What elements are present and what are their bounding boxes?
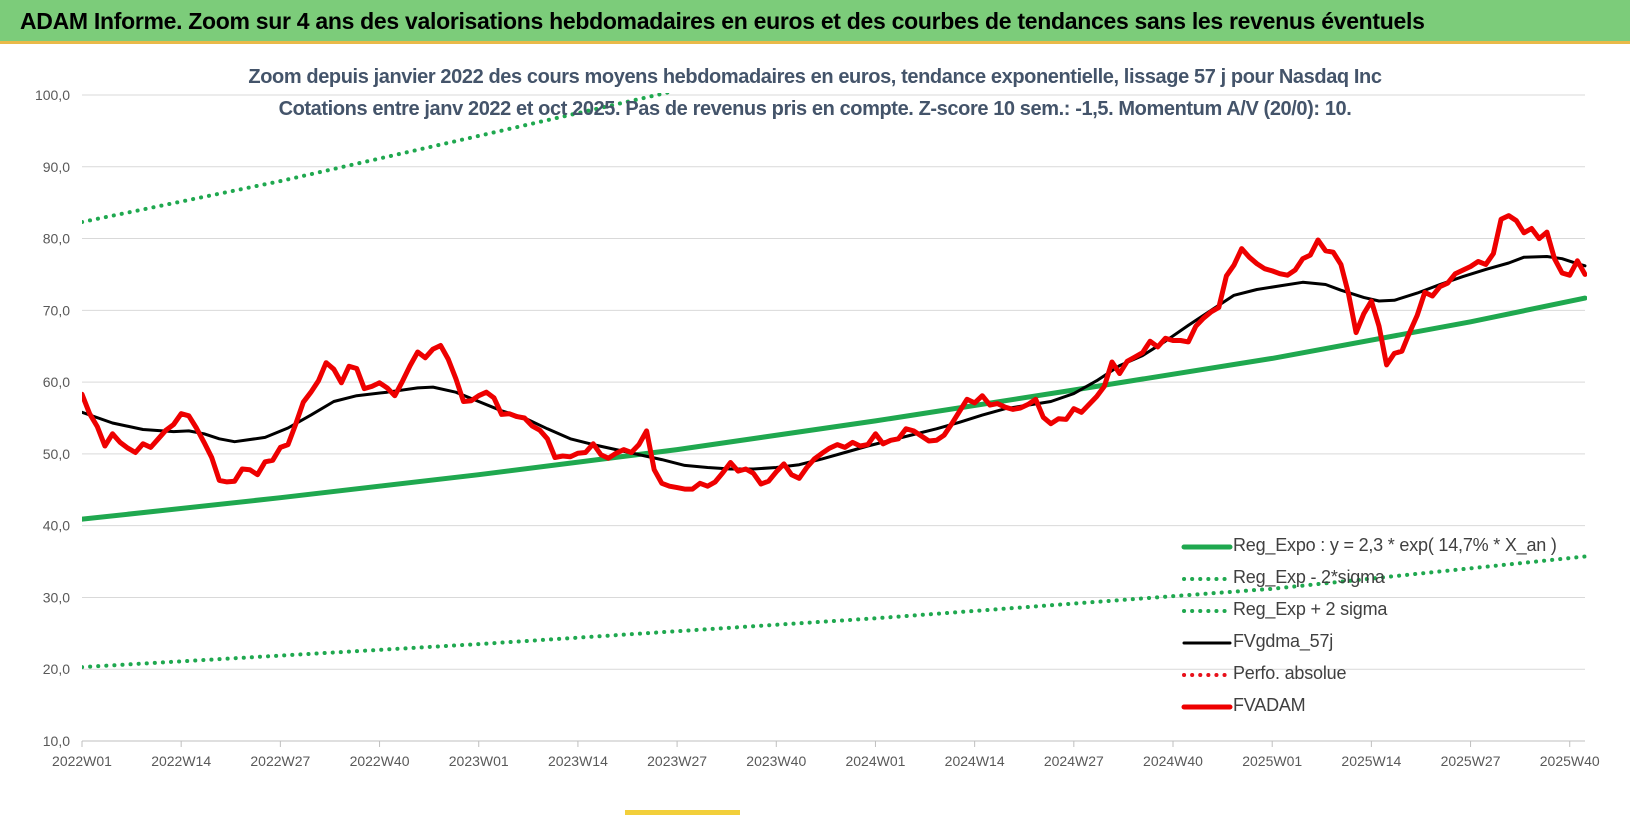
x-tick-label: 2025W40 (1540, 753, 1600, 769)
series-line-3 (82, 255, 1587, 471)
y-tick-label: 80,0 (43, 231, 70, 247)
plot-area (82, 93, 1587, 670)
bottom-accent-bar (625, 810, 740, 815)
x-tick-label: 2024W40 (1143, 753, 1203, 769)
series-line-1 (82, 554, 1587, 670)
legend-label: Reg_Exp + 2 sigma (1233, 599, 1388, 619)
x-tick-label: 2023W14 (548, 753, 608, 769)
x-tick-label: 2022W14 (151, 753, 211, 769)
legend: Reg_Expo : y = 2,3 * exp( 14,7% * X_an )… (1180, 532, 1600, 724)
y-tick-label: 30,0 (43, 589, 70, 605)
legend-label: FVADAM (1233, 695, 1306, 715)
series-line-5 (82, 213, 1587, 492)
legend-item: FVADAM (1180, 692, 1600, 724)
x-tick-label: 2022W40 (350, 753, 410, 769)
y-tick-label: 40,0 (43, 518, 70, 534)
y-tick-label: 70,0 (43, 302, 70, 318)
legend-swatch (1181, 544, 1233, 550)
x-tick-label: 2024W01 (845, 753, 905, 769)
legend-label: Reg_Expo : y = 2,3 * exp( 14,7% * X_an ) (1233, 535, 1557, 555)
chart-subtitle: Cotations entre janv 2022 et oct 2025. P… (278, 98, 1352, 120)
legend-swatch (1182, 577, 1232, 581)
y-tick-label: 50,0 (43, 446, 70, 462)
y-tick-label: 100,0 (35, 87, 70, 103)
legend-item: FVgdma_57j (1180, 628, 1600, 660)
x-axis-ticks: 2022W01 2022W14 2022W27 2022W40 2023W01 2023W… (52, 741, 1600, 769)
gridlines (82, 94, 1585, 742)
x-tick-label: 2024W14 (945, 753, 1005, 769)
x-tick-label: 2023W27 (647, 753, 707, 769)
legend-item: Reg_Exp + 2 sigma (1180, 596, 1600, 628)
y-tick-label: 60,0 (43, 374, 70, 390)
series-line-0 (82, 295, 1587, 522)
x-tick-label: 2025W01 (1242, 753, 1302, 769)
x-tick-label: 2022W01 (52, 753, 112, 769)
y-axis-ticks: 10,0 20,0 30,0 40,0 50,0 60,0 70,0 80,0 90,0 100,… (35, 87, 70, 749)
y-tick-label: 20,0 (43, 661, 70, 677)
chart-title: Zoom depuis janvier 2022 des cours moyen… (248, 66, 1382, 88)
chart-area: 10,0 20,0 30,0 40,0 50,0 60,0 70,0 80,0 90,0 100,… (0, 44, 1630, 815)
legend-item: Perfo. absolue (1180, 660, 1600, 692)
legend-swatch (1182, 641, 1232, 645)
legend-label: Reg_Exp - 2*sigma (1233, 567, 1385, 587)
x-tick-label: 2023W40 (746, 753, 806, 769)
x-tick-label: 2022W27 (250, 753, 310, 769)
legend-swatch (1182, 609, 1232, 613)
legend-item: Reg_Expo : y = 2,3 * exp( 14,7% * X_an ) (1180, 532, 1600, 564)
x-tick-label: 2023W01 (449, 753, 509, 769)
y-tick-label: 10,0 (43, 733, 70, 749)
x-tick-label: 2024W27 (1044, 753, 1104, 769)
report-title: ADAM Informe. Zoom sur 4 ans des valoris… (20, 8, 1425, 34)
line-chart: 10,0 20,0 30,0 40,0 50,0 60,0 70,0 80,0 90,0 100,… (35, 87, 1600, 769)
legend-swatch (1182, 673, 1232, 677)
y-tick-label: 90,0 (43, 159, 70, 175)
x-tick-label: 2025W14 (1341, 753, 1401, 769)
legend-item: Reg_Exp - 2*sigma (1180, 564, 1600, 596)
legend-label: Perfo. absolue (1233, 663, 1347, 683)
x-tick-label: 2025W27 (1441, 753, 1501, 769)
legend-label: FVgdma_57j (1233, 631, 1334, 651)
legend-swatch (1181, 704, 1233, 710)
series-line-2 (82, 93, 675, 224)
report-banner: ADAM Informe. Zoom sur 4 ans des valoris… (0, 0, 1630, 44)
